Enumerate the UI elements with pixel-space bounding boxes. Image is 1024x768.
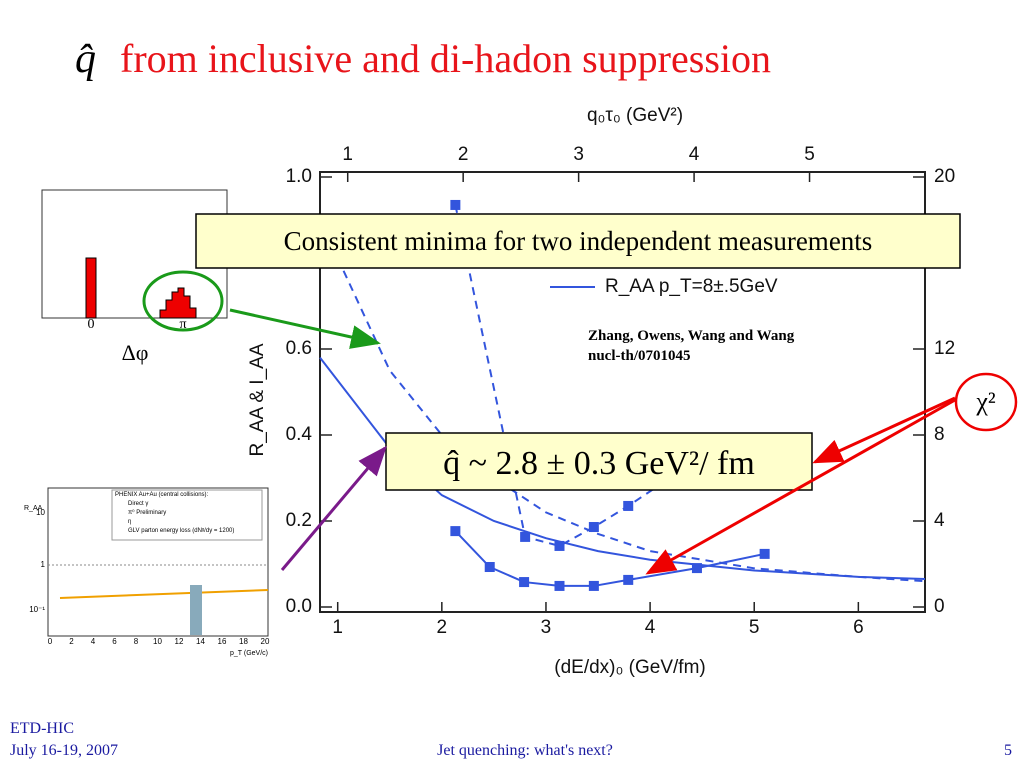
marker [623, 574, 634, 585]
tick: 6 [112, 637, 117, 646]
tick: 18 [239, 637, 248, 646]
reference: Zhang, Owens, Wang and Wang [588, 328, 795, 344]
marker [588, 522, 599, 533]
arrow [812, 396, 956, 464]
marker [588, 580, 599, 591]
tick: 0 [48, 637, 53, 646]
title-symbol: q̂ [75, 36, 96, 82]
tick: 4 [91, 637, 96, 646]
axis-label: Δφ [122, 340, 149, 365]
chi2-circle [954, 372, 1018, 432]
hist-bar [85, 257, 97, 319]
tick: 14 [196, 637, 205, 646]
highlight-circle [142, 270, 224, 332]
arrow [280, 445, 387, 571]
tick: 16 [218, 637, 227, 646]
inset-frame [47, 487, 269, 637]
legend-text: R_AA p_T=8±.5GeV [605, 276, 778, 297]
footer-left: ETD-HIC [10, 720, 74, 737]
tick: 12 [175, 637, 184, 646]
x-tick-label: 1 [332, 617, 343, 638]
marker [450, 199, 461, 210]
tick: 0 [88, 317, 95, 332]
x2-tick-label: 1 [342, 144, 353, 165]
marker [519, 577, 530, 588]
tick: 20 [261, 637, 270, 646]
plot-frame [319, 171, 926, 613]
tick: 2 [69, 637, 74, 646]
footer-center: Jet quenching: what's next? [437, 742, 613, 759]
x2-tick-label: 2 [458, 144, 469, 165]
x-label: p_T (GeV/c) [230, 650, 268, 657]
marker [623, 500, 634, 511]
y-tick-label: 1.0 [286, 166, 312, 187]
marker [520, 531, 531, 542]
tick: π [179, 317, 186, 332]
x-tick-label: 5 [749, 617, 760, 638]
callout-box [195, 213, 961, 269]
tick: 10 [36, 508, 45, 517]
arrow [645, 398, 956, 575]
legend-text: Direct γ [128, 501, 148, 507]
marker [759, 548, 770, 559]
tick: 1 [41, 560, 46, 569]
x2-tick-label: 3 [573, 144, 584, 165]
sys-box [190, 585, 202, 635]
y-tick-label: 0.0 [286, 596, 312, 617]
x-tick-label: 6 [853, 617, 864, 638]
chi2-label: χ² [975, 387, 996, 416]
page-number: 5 [1004, 742, 1012, 759]
y2-tick-label: 20 [934, 166, 955, 187]
footer-left: July 16-19, 2007 [10, 742, 118, 759]
y2-tick-label: 8 [934, 424, 945, 445]
inset-phenix: PHENIX Au+Au (central collisions): Direc… [24, 487, 270, 657]
legend-text: η [128, 519, 131, 525]
inset-dphi: 0 π Δφ [41, 189, 228, 365]
x-tick-label: 4 [645, 617, 656, 638]
y2-tick-label: 12 [934, 338, 955, 359]
legend-text: PHENIX Au+Au (central collisions): [115, 492, 209, 498]
y-tick-label: 0.2 [286, 510, 312, 531]
callout: Consistent minima for two independent me… [284, 226, 873, 256]
x-tick-label: 2 [437, 617, 448, 638]
series-line [319, 219, 926, 583]
x2-axis-label: q₀τ₀ (GeV²) [587, 105, 683, 126]
y-tick-label: 0.6 [286, 338, 312, 359]
marker [554, 580, 565, 591]
y2-tick-label: 4 [934, 510, 945, 531]
tick: 10 [153, 637, 162, 646]
legend-text: π⁰ Preliminary [128, 509, 166, 516]
y-axis-label: R_AA & I_AA [247, 343, 268, 456]
x2-tick-label: 5 [804, 144, 815, 165]
result: q̂ ~ 2.8 ± 0.3 GeV²/ fm [443, 445, 755, 482]
x2-tick-label: 4 [689, 144, 700, 165]
arrow [229, 308, 381, 349]
y-label: R_AA [24, 505, 43, 512]
inset-legend [111, 489, 263, 541]
y2-tick-label: 0 [934, 596, 945, 617]
marker [484, 562, 495, 573]
hist-bar [159, 287, 197, 319]
reference: nucl-th/0701045 [588, 348, 691, 364]
tick: 8 [134, 637, 139, 646]
title: from inclusive and di-hadon suppression [120, 36, 771, 81]
y-tick-label: 0.4 [286, 424, 313, 445]
marker [450, 526, 461, 537]
series-line [454, 530, 765, 587]
theory-line [59, 589, 269, 599]
tick: 10⁻¹ [29, 605, 45, 614]
legend-text: GLV parton energy loss (dNᵍ/dy = 1200) [128, 528, 234, 534]
marker [691, 563, 702, 574]
x-axis-label: (dE/dx)₀ (GeV/fm) [554, 657, 705, 678]
result-box [385, 432, 813, 491]
marker [554, 540, 565, 551]
x-tick-label: 3 [541, 617, 552, 638]
